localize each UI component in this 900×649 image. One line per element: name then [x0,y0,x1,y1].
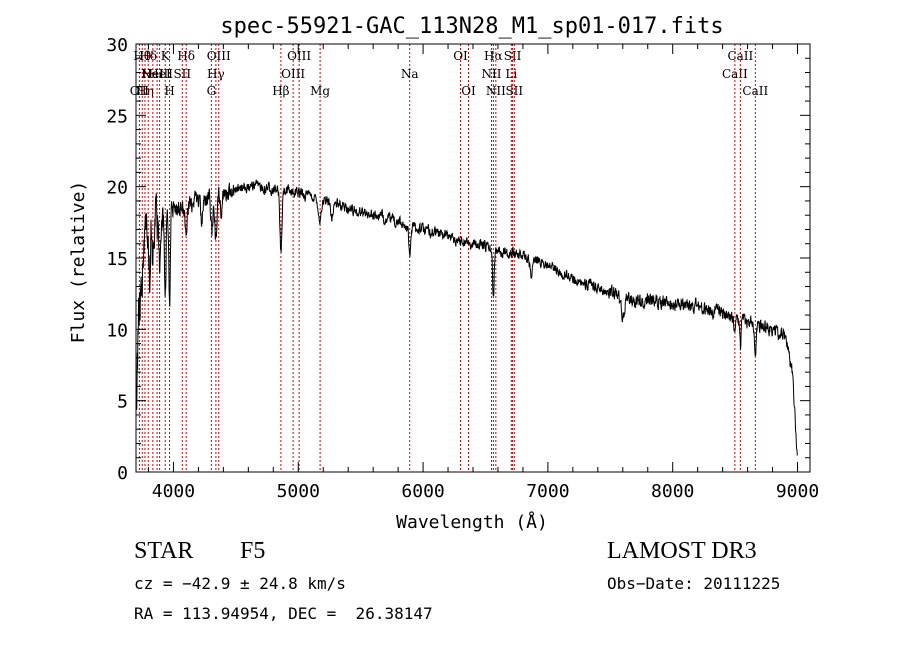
coordinates: RA = 113.94954, DEC = 26.38147 [134,604,433,623]
line-marker-label: Hα [484,49,503,63]
y-tick-label: 10 [106,320,128,341]
chart-title: spec-55921-GAC_113N28_M1_sp01-017.fits [220,14,723,39]
line-marker-label: OII [130,84,150,98]
x-tick-label: 7000 [526,481,569,502]
line-marker-label: NII [481,67,501,81]
line-marker-label: SII [173,67,191,81]
line-marker-label: Li [505,67,517,81]
line-marker-label: OIII [287,49,311,63]
line-marker-label: Na [401,67,419,81]
y-tick-label: 15 [106,249,128,270]
line-marker-label: HeI [142,67,165,81]
line-marker-label: OI [453,49,468,63]
y-tick-label: 20 [106,178,128,199]
line-marker-label: Mg [310,84,330,98]
y-axis-label: Flux (relative) [68,181,89,344]
y-tick-label: 5 [117,392,128,413]
line-marker-label: SII [505,84,523,98]
line-marker-label: Hβ [272,84,289,98]
axis-ticks: 4000 5000 6000 7000 8000 9000 0 5 10 15 20 25 30 [106,35,819,502]
line-marker-label: Hγ [207,67,225,81]
redshift-velocity: cz = −42.9 ± 24.8 km/s [134,574,346,593]
line-marker-label: HeI [148,67,171,81]
y-tick-label: 0 [117,463,128,484]
x-axis-label: Wavelength (Å) [396,511,548,533]
x-tick-label: 8000 [651,481,694,502]
x-tick-label: 5000 [277,481,320,502]
plot-frame [135,43,811,473]
line-marker-label: Hθ [133,49,151,63]
line-markers: OIIHθHηHδHeINeIIIHeIKHSIIHδGHγOIIIHβOIII… [130,44,768,472]
object-subclass: F5 [240,538,266,564]
line-marker-label: Hδ [177,49,195,63]
x-tick-label: 9000 [776,481,819,502]
line-marker-label: G [207,84,217,98]
line-marker-label: SII [504,49,522,63]
line-marker-label: OIII [281,67,305,81]
spectrum-line [135,179,798,456]
line-marker-label: CaII [742,84,768,98]
y-tick-label: 25 [106,106,128,127]
line-marker-label: OIII [207,49,231,63]
y-tick-label: 30 [106,35,128,56]
line-marker-label: K [161,49,171,63]
line-marker-label: CaII [727,49,753,63]
observation-date: Obs−Date: 20111225 [607,574,781,593]
line-marker-label: Hδ [139,49,157,63]
x-tick-label: 4000 [152,481,195,502]
line-marker-label: H [164,84,174,98]
x-tick-label: 6000 [401,481,444,502]
object-class: STAR [134,538,194,564]
spectrum-chart: spec-55921-GAC_113N28_M1_sp01-017.fits O… [68,14,819,533]
line-marker-label: NII [486,84,506,98]
line-marker-label: OI [461,84,476,98]
line-marker-label: CaII [722,67,748,81]
line-marker-label: Hη [136,84,154,98]
survey-name: LAMOST DR3 [607,538,757,564]
